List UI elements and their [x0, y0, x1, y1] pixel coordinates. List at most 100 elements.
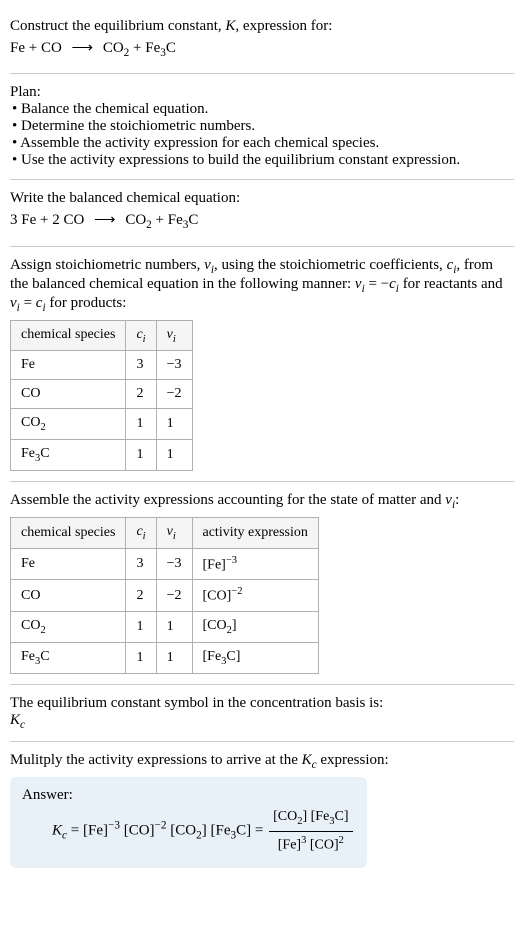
- num-b: ] [Fe: [302, 809, 329, 824]
- ans-e1: −3: [108, 819, 120, 831]
- symbol-text: The equilibrium constant symbol in the c…: [10, 695, 514, 712]
- cell-nu: 1: [156, 440, 192, 471]
- table-row: CO2 1 1: [11, 409, 193, 440]
- stoich-nu: ν: [204, 257, 211, 273]
- mult-K: K: [302, 752, 312, 768]
- den-b: [CO]: [306, 838, 338, 853]
- stoich-text-d: for reactants and: [399, 276, 503, 292]
- stoich-rel2-b: =: [20, 295, 36, 311]
- intro-eq-rhs-a: CO: [103, 40, 124, 56]
- stoich-h3-sub: i: [173, 333, 176, 344]
- mult-text-b: expression:: [317, 752, 389, 768]
- cell-nu: −2: [156, 380, 192, 409]
- cell-nu: −3: [156, 548, 192, 580]
- intro-section: Construct the equilibrium constant, K, e…: [10, 8, 514, 74]
- intro-equation: Fe + CO ⟶ CO2 + Fe3C: [10, 35, 514, 63]
- cell-nu: −2: [156, 580, 192, 612]
- cell-species: CO2: [11, 409, 126, 440]
- intro-K: K: [225, 18, 235, 34]
- symbol-K-sub: c: [20, 719, 25, 731]
- frac-num: [CO2] [Fe3C]: [269, 804, 352, 833]
- balanced-rhs-b: + Fe: [152, 212, 183, 228]
- answer-label: Answer:: [22, 787, 355, 804]
- stoich-rel2-a: ν: [10, 295, 17, 311]
- activity-text-a: Assemble the activity expressions accoun…: [10, 492, 445, 508]
- plan-item-3: • Assemble the activity expression for e…: [12, 135, 514, 152]
- act-h2-sub: i: [143, 531, 146, 542]
- activity-section: Assemble the activity expressions accoun…: [10, 482, 514, 685]
- table-row: Fe3C 1 1: [11, 440, 193, 471]
- balanced-equation: 3 Fe + 2 CO ⟶ CO2 + Fe3C: [10, 207, 514, 235]
- mult-text-a: Mulitply the activity expressions to arr…: [10, 752, 302, 768]
- cell-act-b: ]: [232, 618, 237, 633]
- plan-title: Plan:: [10, 84, 514, 101]
- table-row: Fe 3 −3 [Fe]−3: [11, 548, 319, 580]
- cell-act-b: C]: [226, 649, 240, 664]
- cell-c: 3: [126, 548, 156, 580]
- cell-sp-a: CO: [21, 618, 40, 633]
- den-a: [Fe]: [278, 838, 301, 853]
- table-row: Fe 3 −3: [11, 351, 193, 380]
- ans-K: K: [52, 822, 62, 838]
- cell-c: 1: [126, 440, 156, 471]
- intro-text: Construct the equilibrium constant, K, e…: [10, 18, 514, 35]
- intro-eq-lhs: Fe + CO: [10, 40, 62, 56]
- act-h4: activity expression: [192, 517, 318, 548]
- balanced-section: Write the balanced chemical equation: 3 …: [10, 180, 514, 246]
- table-row: CO2 1 1 [CO2]: [11, 612, 319, 643]
- act-h1: chemical species: [11, 517, 126, 548]
- cell-act-base: [Fe]: [203, 557, 226, 572]
- cell-sp-sub: 2: [40, 422, 45, 433]
- table-row: Fe3C 1 1 [Fe3C]: [11, 642, 319, 673]
- stoich-h2: ci: [126, 320, 156, 351]
- stoich-text-b: , using the stoichiometric coefficients,: [214, 257, 447, 273]
- cell-nu: 1: [156, 612, 192, 643]
- intro-eq-rhs-b: + Fe: [129, 40, 160, 56]
- ans-t4: ] [Fe: [202, 822, 231, 838]
- cell-sp-b: C: [40, 649, 49, 664]
- cell-species: Fe3C: [11, 642, 126, 673]
- table-row: chemical species ci νi activity expressi…: [11, 517, 319, 548]
- multiply-text: Mulitply the activity expressions to arr…: [10, 752, 514, 771]
- table-row: chemical species ci νi: [11, 320, 193, 351]
- symbol-section: The equilibrium constant symbol in the c…: [10, 685, 514, 742]
- symbol-expr: Kc: [10, 712, 514, 731]
- balanced-lhs: 3 Fe + 2 CO: [10, 212, 84, 228]
- cell-species: Fe: [11, 548, 126, 580]
- cell-sp-a: Fe: [21, 446, 35, 461]
- stoich-section: Assign stoichiometric numbers, νi, using…: [10, 247, 514, 482]
- stoich-table: chemical species ci νi Fe 3 −3 CO 2 −2 C…: [10, 320, 193, 471]
- stoich-h2-sub: i: [143, 333, 146, 344]
- cell-sp-sub: 2: [40, 625, 45, 636]
- balanced-rhs-c: C: [188, 212, 198, 228]
- stoich-h3: νi: [156, 320, 192, 351]
- plan-item-1: • Balance the chemical equation.: [12, 101, 514, 118]
- cell-c: 3: [126, 351, 156, 380]
- cell-sp-b: C: [40, 446, 49, 461]
- cell-c: 2: [126, 580, 156, 612]
- stoich-text: Assign stoichiometric numbers, νi, using…: [10, 257, 514, 314]
- frac-den: [Fe]3 [CO]2: [269, 832, 352, 858]
- cell-activity: [CO]−2: [192, 580, 318, 612]
- cell-nu: 1: [156, 409, 192, 440]
- den-e2: 2: [339, 835, 344, 846]
- plan-section: Plan: • Balance the chemical equation. •…: [10, 74, 514, 180]
- table-row: CO 2 −2: [11, 380, 193, 409]
- cell-activity: [Fe3C]: [192, 642, 318, 673]
- balanced-rhs-a: CO: [125, 212, 146, 228]
- activity-text: Assemble the activity expressions accoun…: [10, 492, 514, 511]
- stoich-text-e: for products:: [46, 295, 127, 311]
- arrow-icon: ⟶: [94, 212, 116, 228]
- cell-sp-a: CO: [21, 415, 40, 430]
- symbol-K: K: [10, 712, 20, 728]
- act-h3: νi: [156, 517, 192, 548]
- ans-t5: C] =: [236, 822, 267, 838]
- cell-species: CO2: [11, 612, 126, 643]
- plan-item-2: • Determine the stoichiometric numbers.: [12, 118, 514, 135]
- answer-fraction: [CO2] [Fe3C][Fe]3 [CO]2: [269, 804, 352, 859]
- intro-line1: Construct the equilibrium constant,: [10, 18, 225, 34]
- activity-table: chemical species ci νi activity expressi…: [10, 517, 319, 674]
- act-h2: ci: [126, 517, 156, 548]
- table-row: CO 2 −2 [CO]−2: [11, 580, 319, 612]
- num-c: C]: [335, 809, 349, 824]
